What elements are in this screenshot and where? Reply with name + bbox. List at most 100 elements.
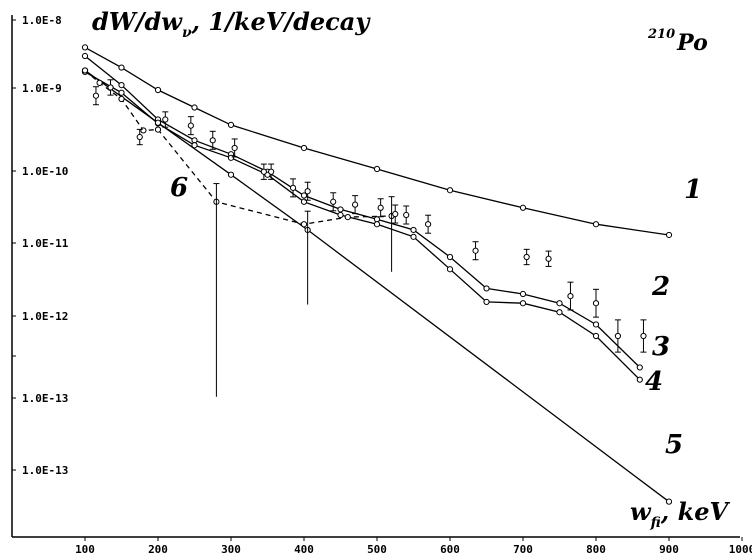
- x-tick-label: 800: [586, 543, 606, 556]
- axes: [11, 15, 740, 538]
- y-tick-label: 1.0E-13: [22, 464, 68, 477]
- series-point: [300, 144, 308, 152]
- series-point: [96, 79, 103, 86]
- series-point: [118, 89, 125, 96]
- y-tick-label: 1.0E-11: [22, 237, 69, 250]
- series-point: [446, 266, 454, 273]
- series-point: [154, 86, 162, 94]
- curve-label-5: 5: [665, 430, 683, 460]
- data-point: [330, 198, 337, 205]
- data-point: [352, 201, 359, 208]
- series-point: [81, 44, 89, 51]
- series-point: [519, 300, 527, 307]
- series-point: [81, 52, 89, 60]
- data-point: [567, 292, 574, 300]
- series-line-1: [84, 46, 670, 236]
- data-point: [304, 188, 311, 195]
- y-axis-title: dW/dwν, 1/keV/decay: [92, 7, 371, 41]
- x-tick-label: 700: [513, 543, 533, 556]
- y-tick-label: 1.0E-8: [22, 14, 62, 27]
- x-tick-label: 1000: [729, 543, 752, 556]
- y-tick-label: 1.0E-10: [22, 165, 68, 178]
- series-point: [227, 171, 235, 178]
- series-point: [118, 81, 125, 89]
- data-point: [425, 221, 432, 228]
- series-point: [410, 226, 417, 234]
- series-point: [373, 165, 381, 173]
- data-point: [472, 247, 479, 254]
- series-point: [483, 298, 490, 306]
- x-tick-label: 300: [221, 543, 241, 556]
- series-point: [154, 119, 162, 126]
- data-point: [107, 84, 114, 91]
- series-line-2: [84, 55, 641, 368]
- series-point: [300, 221, 308, 228]
- data-point: [592, 300, 600, 307]
- data-point: [377, 204, 384, 211]
- data-point: [268, 168, 275, 175]
- series-point: [592, 332, 600, 340]
- isotope-label: 210Po: [647, 27, 708, 56]
- data-point: [640, 332, 647, 340]
- series-point: [337, 206, 344, 213]
- series-point: [636, 364, 643, 371]
- series-point: [592, 321, 600, 328]
- series-point: [118, 95, 125, 103]
- series-point: [410, 233, 417, 240]
- data-point: [231, 144, 238, 152]
- curve-label-4: 4: [645, 367, 663, 397]
- series-point: [636, 376, 643, 383]
- data-point: [187, 122, 194, 129]
- data-point: [260, 168, 267, 175]
- series-point: [300, 192, 308, 199]
- data-point: [162, 116, 169, 123]
- data-point: [92, 92, 100, 99]
- data-point: [289, 184, 297, 191]
- data-point: [523, 253, 530, 261]
- series-line-3: [84, 71, 641, 381]
- series-point: [81, 67, 89, 74]
- series-point: [665, 498, 673, 505]
- series-point: [446, 187, 454, 194]
- series-point: [519, 204, 527, 211]
- series-point: [373, 221, 381, 228]
- curve-label-3: 3: [652, 332, 670, 362]
- error-bars: [92, 79, 647, 397]
- series-point: [592, 221, 600, 228]
- x-axis-title: wfi, keV: [630, 497, 730, 531]
- data-point: [136, 133, 143, 141]
- x-tick-label: 500: [367, 543, 387, 556]
- data-point: [614, 332, 622, 340]
- y-tick-label: 1.0E-13: [22, 392, 68, 405]
- curve-label-1: 1: [684, 175, 702, 205]
- x-tick-label: 600: [440, 543, 460, 556]
- data-point: [545, 255, 552, 262]
- data-point: [403, 211, 410, 219]
- series-point: [118, 64, 125, 71]
- curve-label-6: 6: [170, 173, 188, 203]
- x-tick-label: 100: [75, 543, 95, 556]
- x-tick-label: 400: [294, 543, 314, 556]
- curve-label-2: 2: [651, 272, 670, 302]
- series-point: [556, 309, 563, 316]
- series-point: [154, 126, 162, 133]
- series-point: [446, 253, 454, 261]
- y-tick-label: 1.0E-9: [22, 82, 62, 95]
- x-ticks: 100 200 300 400 500 600 700 800 900 1000: [75, 537, 752, 556]
- series-point: [191, 104, 198, 111]
- series-point: [519, 290, 527, 298]
- y-tick-label: 1.0E-12: [22, 310, 68, 323]
- series-point: [556, 300, 563, 307]
- series-lines: [81, 44, 673, 505]
- series-line-4: [84, 69, 670, 503]
- series-point: [191, 142, 198, 149]
- series-point: [344, 213, 351, 221]
- data-point: [209, 137, 216, 144]
- series-point: [227, 121, 235, 129]
- series-point: [483, 285, 490, 292]
- y-ticks: 1.0E-8 1.0E-9 1.0E-10 1.0E-11 1.0E-12 1.0E-13…: [12, 14, 69, 477]
- series-point: [140, 127, 147, 134]
- x-tick-label: 900: [659, 543, 679, 556]
- curve-labels: 1 2 3 4 5 6: [170, 173, 702, 460]
- series-point: [665, 231, 673, 239]
